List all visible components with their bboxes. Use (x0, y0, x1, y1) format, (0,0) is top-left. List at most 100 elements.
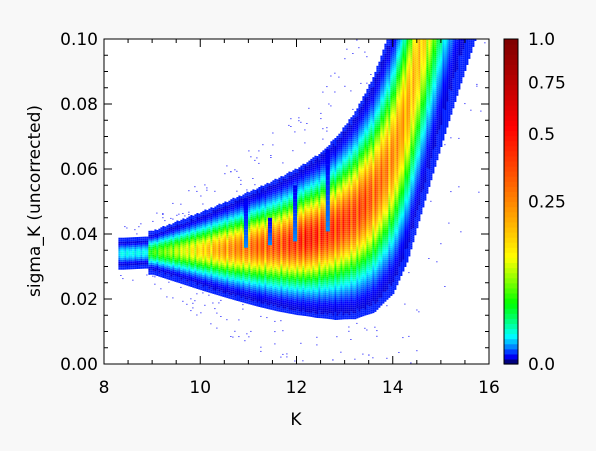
density-cell (316, 306, 318, 308)
density-cell (252, 251, 254, 253)
density-cell (310, 223, 312, 225)
density-cell (218, 264, 220, 266)
density-cell (318, 308, 320, 310)
density-cell (314, 280, 316, 282)
density-cell (264, 284, 266, 286)
density-cell (304, 256, 306, 258)
density-cell (162, 272, 164, 274)
density-cell (300, 302, 302, 304)
density-cell (264, 196, 266, 198)
density-cell (322, 314, 324, 316)
density-cell (208, 239, 210, 241)
density-cell (238, 296, 240, 298)
density-cell (324, 295, 326, 297)
density-cell (254, 200, 256, 202)
density-cell (314, 226, 316, 228)
density-cell (148, 245, 150, 247)
density-cell (220, 274, 222, 276)
density-cell (286, 283, 288, 285)
density-cell (186, 278, 188, 280)
density-cell (322, 260, 324, 262)
density-cell (118, 260, 120, 262)
density-cell (304, 218, 306, 220)
density-cell (216, 245, 218, 247)
density-cell (306, 268, 308, 270)
density-cell (308, 235, 310, 237)
density-cell (182, 224, 184, 226)
density-cell (280, 234, 282, 236)
density-cell (170, 241, 172, 243)
density-cell (212, 246, 214, 248)
density-cell (302, 190, 304, 192)
density-cell (202, 235, 204, 237)
density-cell (174, 268, 176, 270)
density-cell (208, 213, 210, 215)
density-cell (188, 220, 190, 222)
outlier-point (242, 304, 243, 305)
density-cell (314, 190, 316, 192)
density-cell (308, 227, 310, 229)
density-cell (276, 249, 278, 251)
density-cell (268, 203, 270, 205)
density-cell (314, 204, 316, 206)
density-cell (312, 159, 314, 161)
density-cell (308, 213, 310, 215)
density-cell (240, 274, 242, 276)
density-cell (322, 310, 324, 312)
density-cell (312, 219, 314, 221)
density-cell (252, 303, 254, 305)
density-cell (312, 283, 314, 285)
density-cell (294, 295, 296, 297)
density-cell (240, 282, 242, 284)
density-cell (306, 178, 308, 180)
density-cell (324, 279, 326, 281)
density-cell (318, 268, 320, 270)
density-cell (322, 246, 324, 248)
density-cell (150, 273, 152, 275)
density-cell (258, 285, 260, 287)
density-cell (176, 235, 178, 237)
density-cell (236, 287, 238, 289)
density-cell (174, 224, 176, 226)
density-cell (208, 261, 210, 263)
density-cell (304, 216, 306, 218)
density-cell (188, 218, 190, 220)
density-cell (132, 267, 134, 269)
density-cell (186, 272, 188, 274)
density-cell (270, 200, 272, 202)
density-cell (258, 219, 260, 221)
density-cell (298, 313, 300, 315)
density-cell (252, 213, 254, 215)
density-cell (254, 242, 256, 244)
density-cell (320, 188, 322, 190)
density-cell (226, 236, 228, 238)
density-cell (314, 174, 316, 176)
density-cell (168, 254, 170, 256)
density-cell (258, 283, 260, 285)
density-cell (262, 288, 264, 290)
density-cell (250, 301, 252, 303)
density-cell (232, 272, 234, 274)
density-cell (158, 241, 160, 243)
density-cell (254, 266, 256, 268)
density-cell (194, 236, 196, 238)
density-cell (132, 255, 134, 257)
density-cell (302, 264, 304, 266)
density-cell (210, 243, 212, 245)
density-cell (276, 237, 278, 239)
density-cell (236, 289, 238, 291)
density-cell (322, 224, 324, 226)
density-cell (270, 260, 272, 262)
density-cell (232, 280, 234, 282)
density-cell (228, 207, 230, 209)
density-cell (204, 262, 206, 264)
density-cell (320, 284, 322, 286)
density-cell (184, 275, 186, 277)
density-cell (248, 230, 250, 232)
density-cell (268, 197, 270, 199)
density-cell (228, 223, 230, 225)
density-cell (118, 250, 120, 252)
density-cell (286, 239, 288, 241)
density-cell (258, 295, 260, 297)
density-cell (238, 286, 240, 288)
